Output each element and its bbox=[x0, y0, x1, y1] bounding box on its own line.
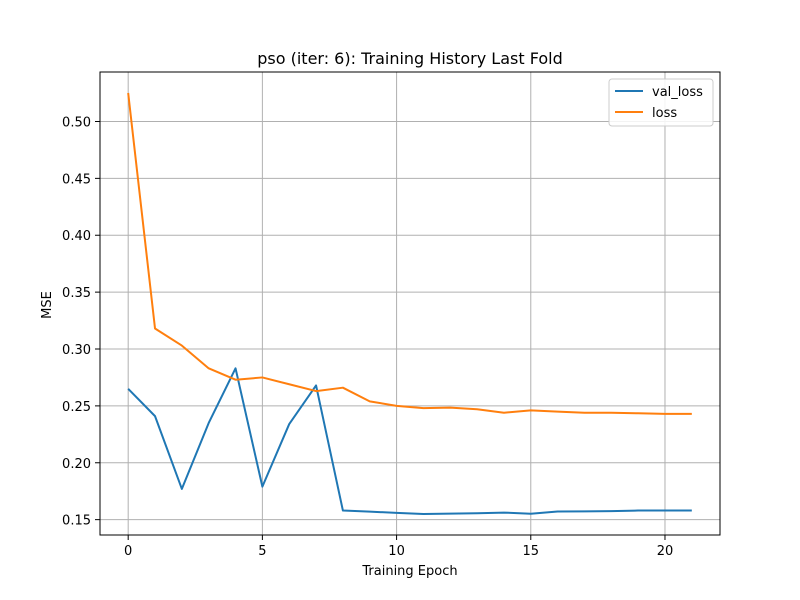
x-axis-ticks: 0 5 10 15 20 bbox=[124, 535, 673, 559]
plot-area-frame bbox=[99, 71, 721, 536]
y-tick-label: 0.20 bbox=[62, 457, 91, 472]
x-tick-label: 20 bbox=[657, 544, 674, 559]
x-axis-label: Training Epoch bbox=[361, 564, 457, 579]
y-tick-label: 0.30 bbox=[62, 343, 91, 358]
y-tick-label: 0.15 bbox=[62, 514, 91, 529]
x-tick-label: 15 bbox=[523, 544, 540, 559]
grid-lines bbox=[100, 72, 720, 535]
y-tick-label: 0.40 bbox=[62, 229, 91, 244]
series-layer bbox=[127, 92, 692, 515]
y-tick-label: 0.35 bbox=[62, 286, 91, 301]
legend: val_loss loss bbox=[608, 78, 714, 127]
chart-title: pso (iter: 6): Training History Last Fol… bbox=[257, 49, 563, 68]
y-tick-label: 0.45 bbox=[62, 172, 91, 187]
y-tick-label: 0.50 bbox=[62, 115, 91, 130]
y-axis-label: MSE bbox=[40, 291, 55, 319]
series-line-val-loss bbox=[127, 367, 692, 515]
y-tick-label: 0.25 bbox=[62, 400, 91, 415]
legend-label-val-loss: val_loss bbox=[652, 85, 703, 100]
x-tick-label: 10 bbox=[388, 544, 405, 559]
y-axis-ticks: 0.15 0.20 0.25 0.30 0.35 0.40 0.45 0.50 bbox=[62, 115, 100, 529]
x-tick-label: 5 bbox=[258, 544, 266, 559]
legend-label-loss: loss bbox=[652, 106, 677, 121]
x-tick-label: 0 bbox=[124, 544, 132, 559]
series-line-loss bbox=[127, 92, 692, 415]
